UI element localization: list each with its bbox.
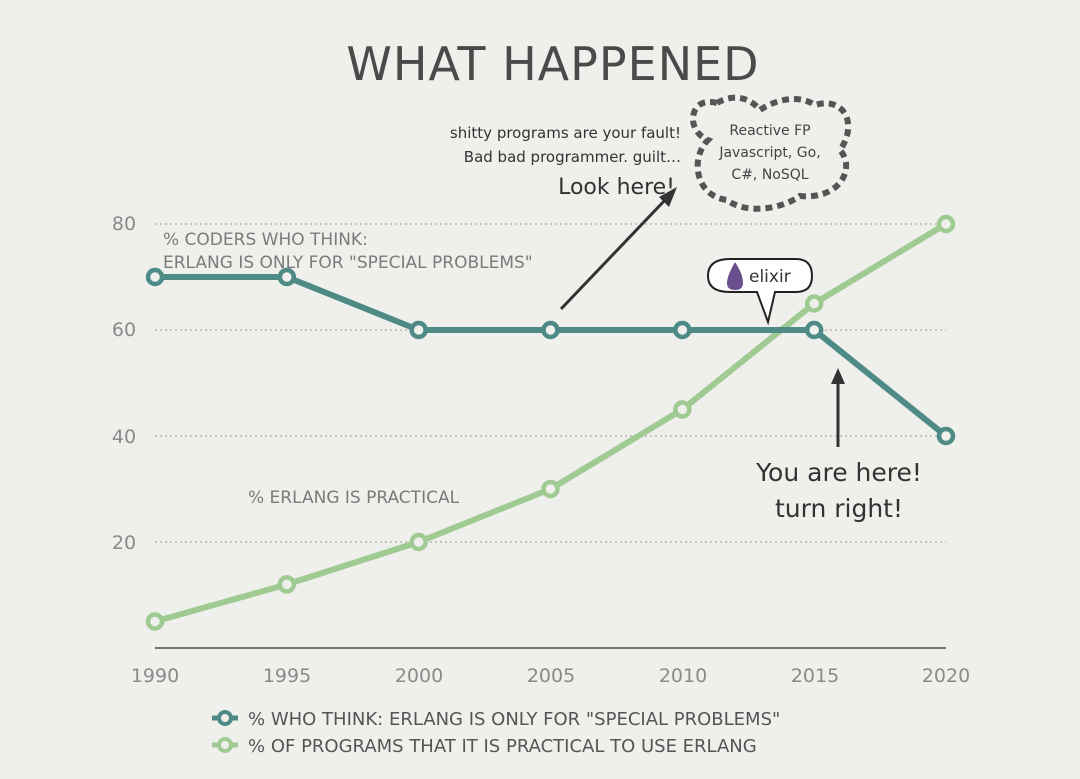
data-point-series1 [145, 267, 165, 287]
elixir-bubble: elixir [706, 258, 814, 326]
look-here-arrow [559, 187, 677, 311]
cloud-text: Reactive FP [729, 123, 810, 139]
data-point-series1 [541, 320, 560, 340]
cloud-text: C#, NoSQL [731, 167, 808, 183]
x-tick-label: 2010 [659, 665, 707, 687]
x-tick-label: 2005 [527, 665, 575, 687]
data-point-series2 [145, 612, 165, 631]
series1-inline-label: ERLANG IS ONLY FOR "SPECIAL PROBLEMS" [163, 253, 533, 273]
y-tick-label: 20 [112, 532, 136, 554]
x-tick-labels: 1990 1995 2000 2005 2010 2015 2020 [131, 665, 970, 687]
series2-inline-label: % ERLANG IS PRACTICAL [248, 488, 460, 508]
chart-title: WHAT HAPPENED [346, 37, 759, 91]
x-tick-label: 1995 [263, 665, 311, 687]
series-group [145, 214, 956, 631]
data-point-series2 [936, 214, 956, 234]
data-point-series2 [541, 479, 560, 499]
legend: % WHO THINK: ERLANG IS ONLY FOR "SPECIAL… [212, 709, 780, 757]
data-point-series2 [277, 575, 297, 594]
legend-marker [217, 710, 233, 726]
y-tick-label: 80 [112, 213, 136, 235]
data-point-series2 [673, 400, 692, 419]
legend-item-series1: % WHO THINK: ERLANG IS ONLY FOR "SPECIAL… [212, 709, 780, 730]
elixir-drop-icon [727, 262, 743, 290]
legend-label: % OF PROGRAMS THAT IT IS PRACTICAL TO US… [248, 736, 757, 757]
x-tick-label: 2000 [395, 665, 443, 687]
look-here-annotation: Look here! [558, 175, 675, 200]
y-tick-labels: 20 40 60 80 [112, 213, 136, 554]
legend-label: % WHO THINK: ERLANG IS ONLY FOR "SPECIAL… [248, 709, 780, 730]
data-point-series1 [277, 267, 297, 287]
you-are-here-arrow [831, 368, 845, 447]
data-point-series1 [804, 320, 824, 340]
y-tick-label: 40 [112, 426, 136, 448]
x-tick-label: 2020 [922, 665, 970, 687]
bubble-text: elixir [749, 267, 791, 287]
series-line-2 [154, 221, 948, 625]
cloud-callout: Reactive FP Javascript, Go, C#, NoSQL [690, 94, 852, 212]
legend-marker [217, 737, 233, 753]
fault-annotation: Bad bad programmer. guilt… [464, 148, 681, 166]
you-are-here-annotation: You are here! [755, 458, 922, 487]
x-tick-label: 2015 [791, 665, 839, 687]
series1-inline-label: % CODERS WHO THINK: [163, 230, 368, 250]
data-point-series1 [409, 320, 428, 340]
y-tick-label: 60 [112, 319, 136, 341]
data-point-series2 [409, 532, 428, 552]
cloud-text: Javascript, Go, [718, 145, 820, 161]
x-tick-label: 1990 [131, 665, 179, 687]
series-line-1 [155, 274, 948, 439]
you-are-here-annotation: turn right! [775, 494, 903, 523]
data-point-series1 [673, 320, 692, 340]
legend-item-series2: % OF PROGRAMS THAT IT IS PRACTICAL TO US… [212, 736, 757, 757]
fault-annotation: shitty programs are your fault! [450, 124, 681, 142]
data-point-series1 [936, 426, 956, 446]
data-point-series2 [804, 294, 824, 313]
